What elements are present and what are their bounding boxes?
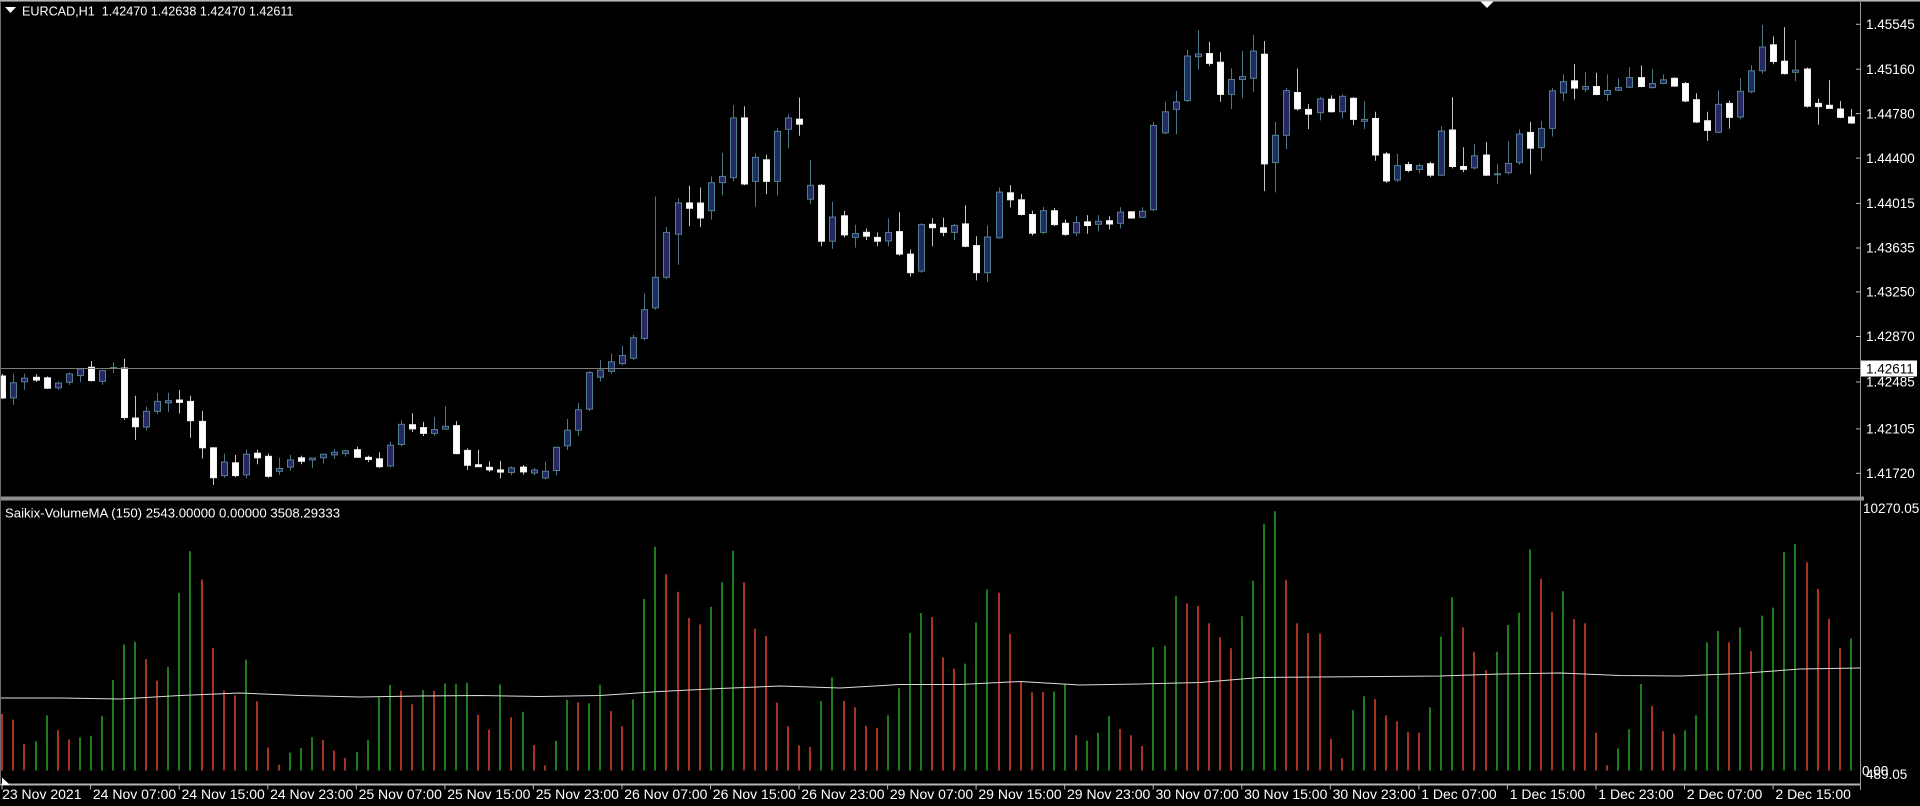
svg-text:30 Nov 07:00: 30 Nov 07:00 [1156,786,1239,802]
svg-text:1.45545: 1.45545 [1866,17,1915,32]
svg-text:0.00: 0.00 [1862,764,1888,779]
svg-text:25 Nov 07:00: 25 Nov 07:00 [359,786,442,802]
svg-text:29 Nov 23:00: 29 Nov 23:00 [1067,786,1150,802]
svg-text:30 Nov 15:00: 30 Nov 15:00 [1244,786,1327,802]
svg-text:1.45160: 1.45160 [1866,62,1915,77]
svg-text:25 Nov 23:00: 25 Nov 23:00 [536,786,619,802]
svg-text:10270.05: 10270.05 [1863,501,1919,516]
svg-text:1.41720: 1.41720 [1866,466,1915,481]
svg-text:24 Nov 23:00: 24 Nov 23:00 [270,786,353,802]
svg-text:1 Dec 23:00: 1 Dec 23:00 [1598,786,1674,802]
svg-text:1.44400: 1.44400 [1866,151,1915,166]
svg-text:2 Dec 15:00: 2 Dec 15:00 [1775,786,1851,802]
svg-text:1 Dec 15:00: 1 Dec 15:00 [1510,786,1586,802]
svg-text:1 Dec 07:00: 1 Dec 07:00 [1421,786,1497,802]
svg-text:1.42611: 1.42611 [1866,361,1914,376]
svg-text:30 Nov 23:00: 30 Nov 23:00 [1333,786,1416,802]
svg-text:25 Nov 15:00: 25 Nov 15:00 [447,786,530,802]
svg-text:489.05: 489.05 [1866,767,1907,782]
svg-text:24 Nov 15:00: 24 Nov 15:00 [182,786,265,802]
svg-text:EURCAD,H1 1.42470 1.42638 1.4: EURCAD,H1 1.42470 1.42638 1.42470 1.4261… [22,5,293,19]
svg-text:1.42485: 1.42485 [1866,375,1915,390]
svg-text:2 Dec 07:00: 2 Dec 07:00 [1687,786,1763,802]
svg-text:1.44015: 1.44015 [1866,196,1915,211]
svg-text:24 Nov 07:00: 24 Nov 07:00 [93,786,176,802]
svg-text:26 Nov 07:00: 26 Nov 07:00 [624,786,707,802]
svg-text:29 Nov 07:00: 29 Nov 07:00 [890,786,973,802]
svg-text:1.43250: 1.43250 [1866,285,1915,300]
svg-text:1.42105: 1.42105 [1866,422,1915,437]
svg-text:1.42870: 1.42870 [1866,329,1915,344]
svg-text:Saikix-VolumeMA (150) 2543.000: Saikix-VolumeMA (150) 2543.00000 0.00000… [5,506,340,521]
svg-text:26 Nov 15:00: 26 Nov 15:00 [713,786,796,802]
svg-text:23 Nov 2021: 23 Nov 2021 [2,786,82,802]
svg-text:1.43635: 1.43635 [1866,241,1915,256]
svg-text:1.44780: 1.44780 [1866,106,1915,121]
svg-text:29 Nov 15:00: 29 Nov 15:00 [978,786,1061,802]
svg-text:26 Nov 23:00: 26 Nov 23:00 [801,786,884,802]
